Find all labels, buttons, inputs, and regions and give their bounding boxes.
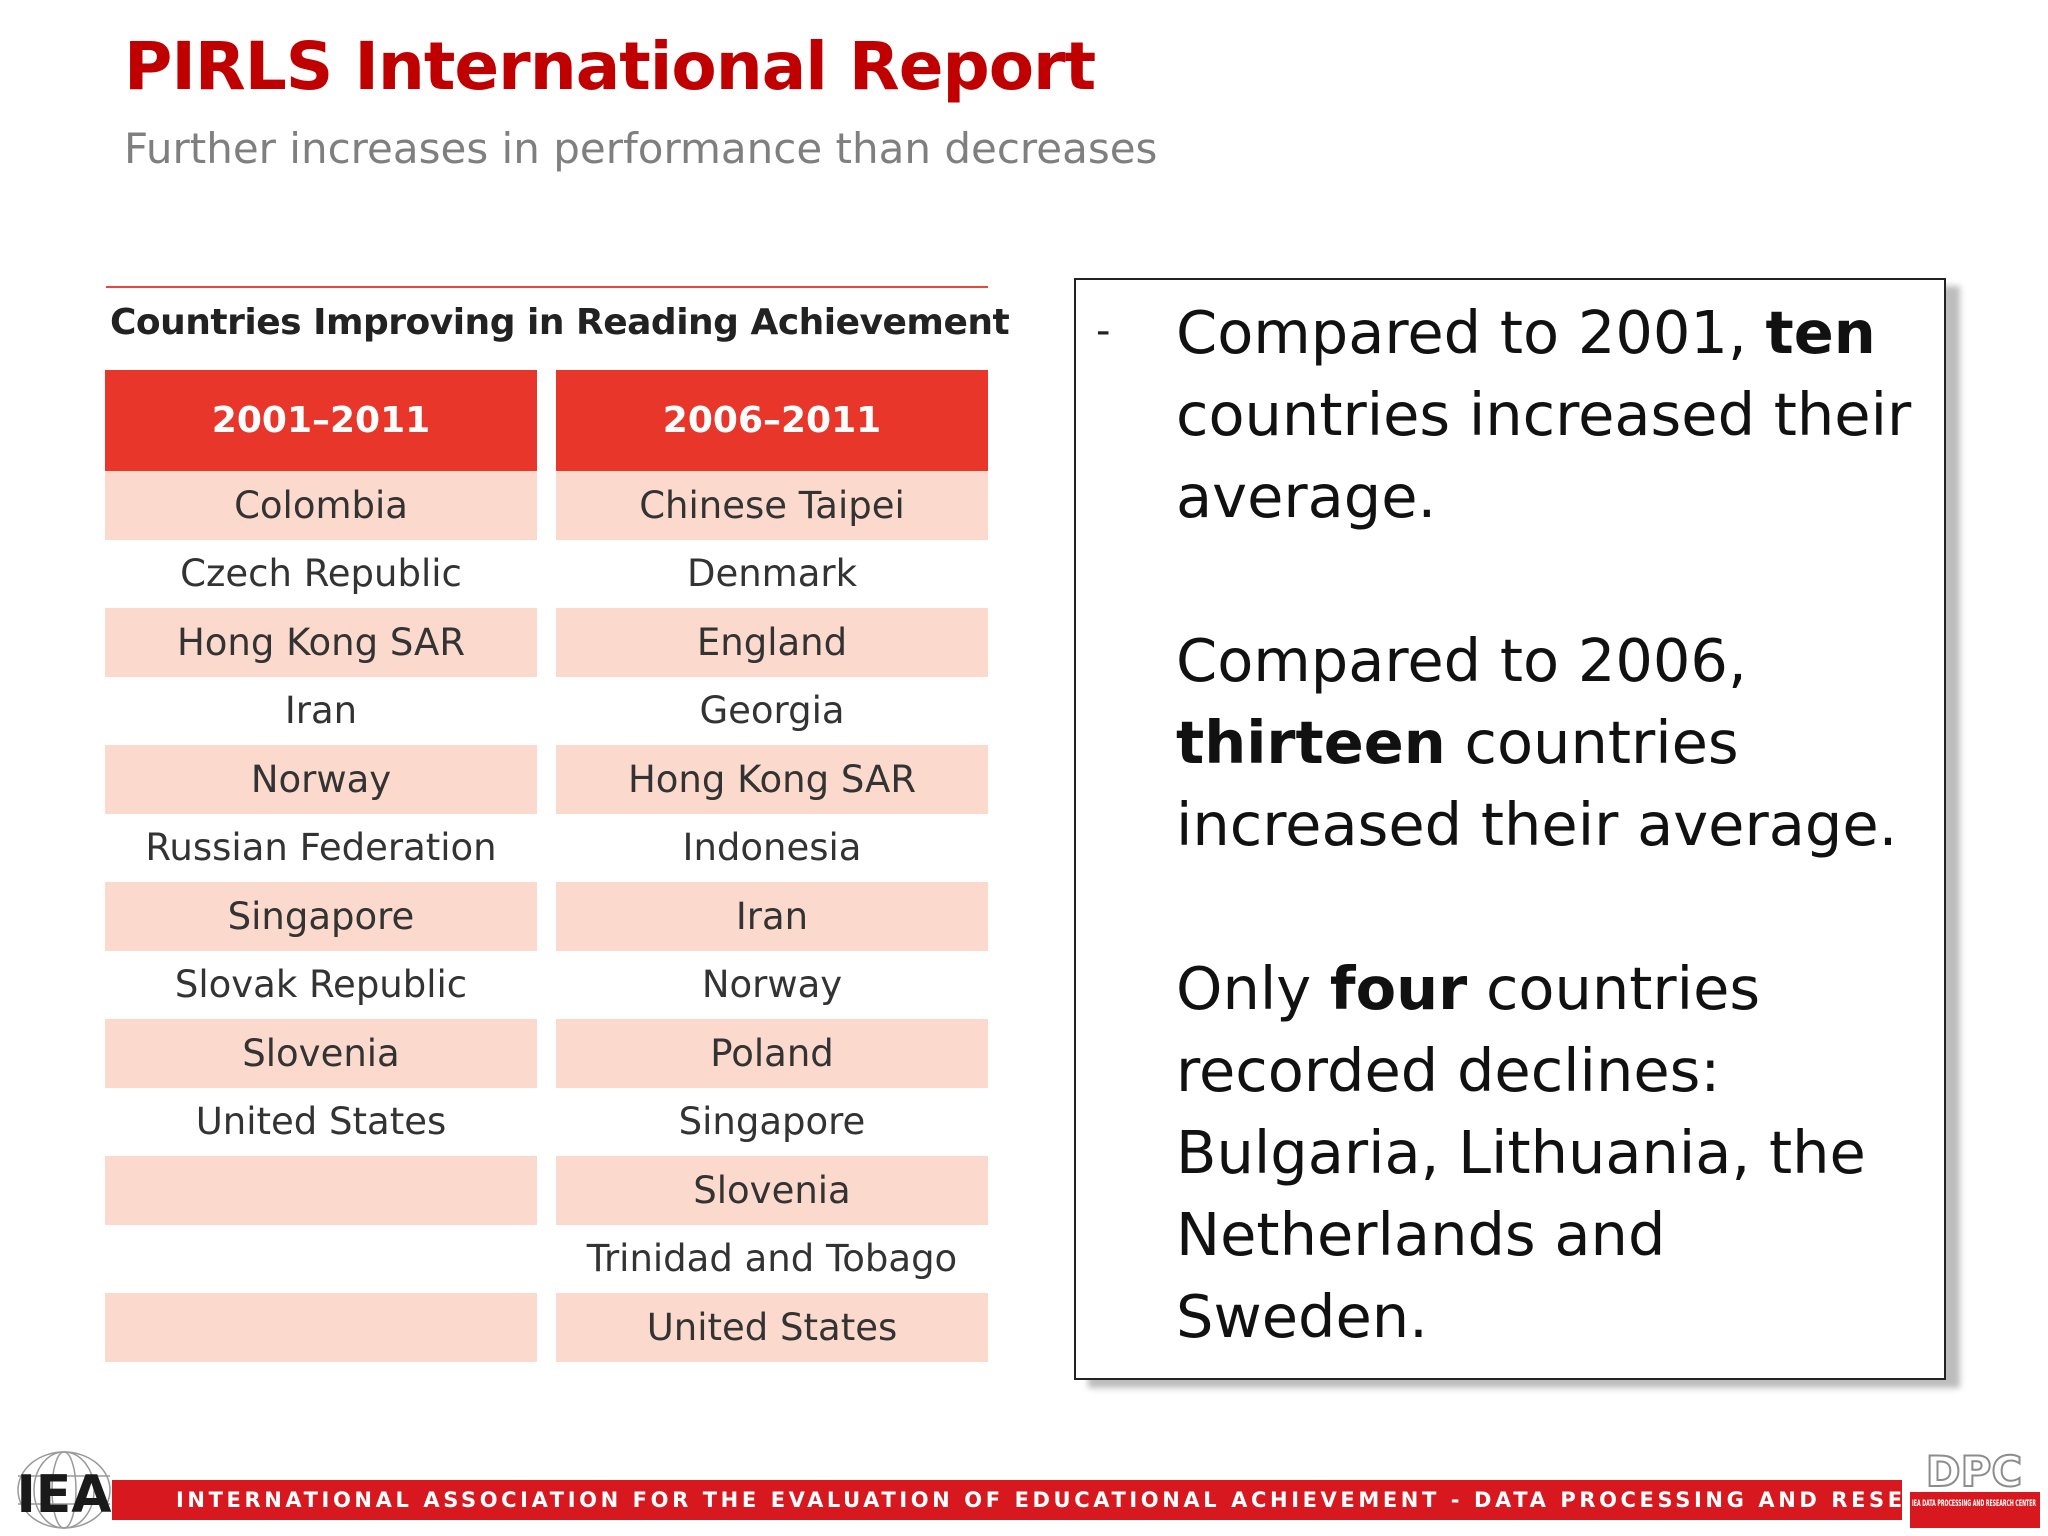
text-run: countries increased their average. bbox=[1176, 380, 1912, 531]
column-2006-2011: 2006–2011 Chinese Taipei Denmark England… bbox=[556, 370, 988, 1362]
table-cell: United States bbox=[195, 1100, 447, 1144]
table-cell bbox=[105, 1156, 537, 1225]
table-cell bbox=[105, 1293, 537, 1362]
table-cell: Slovak Republic bbox=[174, 963, 468, 1007]
table-cell: United States bbox=[556, 1293, 988, 1362]
iea-logo: IEA bbox=[16, 1451, 112, 1529]
table-top-rule bbox=[106, 286, 988, 288]
table-cell: Colombia bbox=[105, 471, 537, 540]
table-cell: Denmark bbox=[686, 552, 858, 596]
text-run: Only bbox=[1176, 954, 1330, 1023]
table-cell: Russian Federation bbox=[145, 826, 497, 870]
table-cell: Singapore bbox=[105, 882, 537, 951]
table-cell: Iran bbox=[284, 689, 358, 733]
text-run: Compared to 2006, bbox=[1176, 626, 1747, 695]
text-run: countries increased their average. bbox=[1176, 708, 1898, 859]
table-cell: Trinidad and Tobago bbox=[586, 1237, 958, 1281]
table-cell: Hong Kong SAR bbox=[556, 745, 988, 814]
table-cell: Iran bbox=[556, 882, 988, 951]
table-cell: Indonesia bbox=[682, 826, 862, 870]
footer-text: INTERNATIONAL ASSOCIATION FOR THE EVALUA… bbox=[176, 1488, 2048, 1512]
summary-paragraph-2006: Compared to 2006, thirteen countries inc… bbox=[1176, 620, 1916, 866]
table-cell: England bbox=[556, 608, 988, 677]
dpc-logo-text: DPC bbox=[1926, 1447, 2022, 1496]
table-cell: Hong Kong SAR bbox=[105, 608, 537, 677]
emphasis-thirteen: thirteen bbox=[1176, 708, 1446, 777]
iea-logo-text: IEA bbox=[16, 1465, 111, 1525]
dpc-logo: DPC IEA DATA PROCESSING AND RESEARCH CEN… bbox=[1910, 1446, 2040, 1528]
table-cell bbox=[105, 1225, 537, 1294]
table-cell: Chinese Taipei bbox=[556, 471, 988, 540]
table-cell: Slovenia bbox=[105, 1019, 537, 1088]
slide-subtitle: Further increases in performance than de… bbox=[124, 124, 1158, 173]
slide-title: PIRLS International Report bbox=[124, 28, 1096, 105]
table-caption: Countries Improving in Reading Achieveme… bbox=[110, 302, 1010, 343]
column-heading: 2001–2011 bbox=[105, 370, 537, 471]
table-cell: Czech Republic bbox=[180, 552, 462, 596]
table-cell: Slovenia bbox=[556, 1156, 988, 1225]
table-cell: Poland bbox=[556, 1019, 988, 1088]
text-run: Compared to 2001, bbox=[1176, 298, 1766, 367]
column-heading: 2006–2011 bbox=[556, 370, 988, 471]
emphasis-ten: ten bbox=[1765, 298, 1876, 367]
table-cell: Singapore bbox=[678, 1100, 866, 1144]
table-cell: Georgia bbox=[699, 689, 845, 733]
summary-textbox: - Compared to 2001, ten countries increa… bbox=[1074, 278, 1946, 1380]
summary-paragraph-declines: Only four countries recorded declines: B… bbox=[1176, 948, 1916, 1358]
summary-paragraph-2001: Compared to 2001, ten countries increase… bbox=[1176, 292, 1916, 538]
bullet-dash: - bbox=[1096, 308, 1111, 354]
dpc-logo-subtext: IEA DATA PROCESSING AND RESEARCH CENTER bbox=[1912, 1499, 2036, 1509]
emphasis-four: four bbox=[1329, 954, 1468, 1023]
column-2001-2011: 2001–2011 Colombia Czech Republic Hong K… bbox=[105, 370, 537, 1362]
text-run: countries recorded declines: Bulgaria, L… bbox=[1176, 954, 1866, 1351]
table-cell: Norway bbox=[701, 963, 843, 1007]
footer-banner: INTERNATIONAL ASSOCIATION FOR THE EVALUA… bbox=[112, 1480, 2048, 1520]
table-cell: Norway bbox=[105, 745, 537, 814]
